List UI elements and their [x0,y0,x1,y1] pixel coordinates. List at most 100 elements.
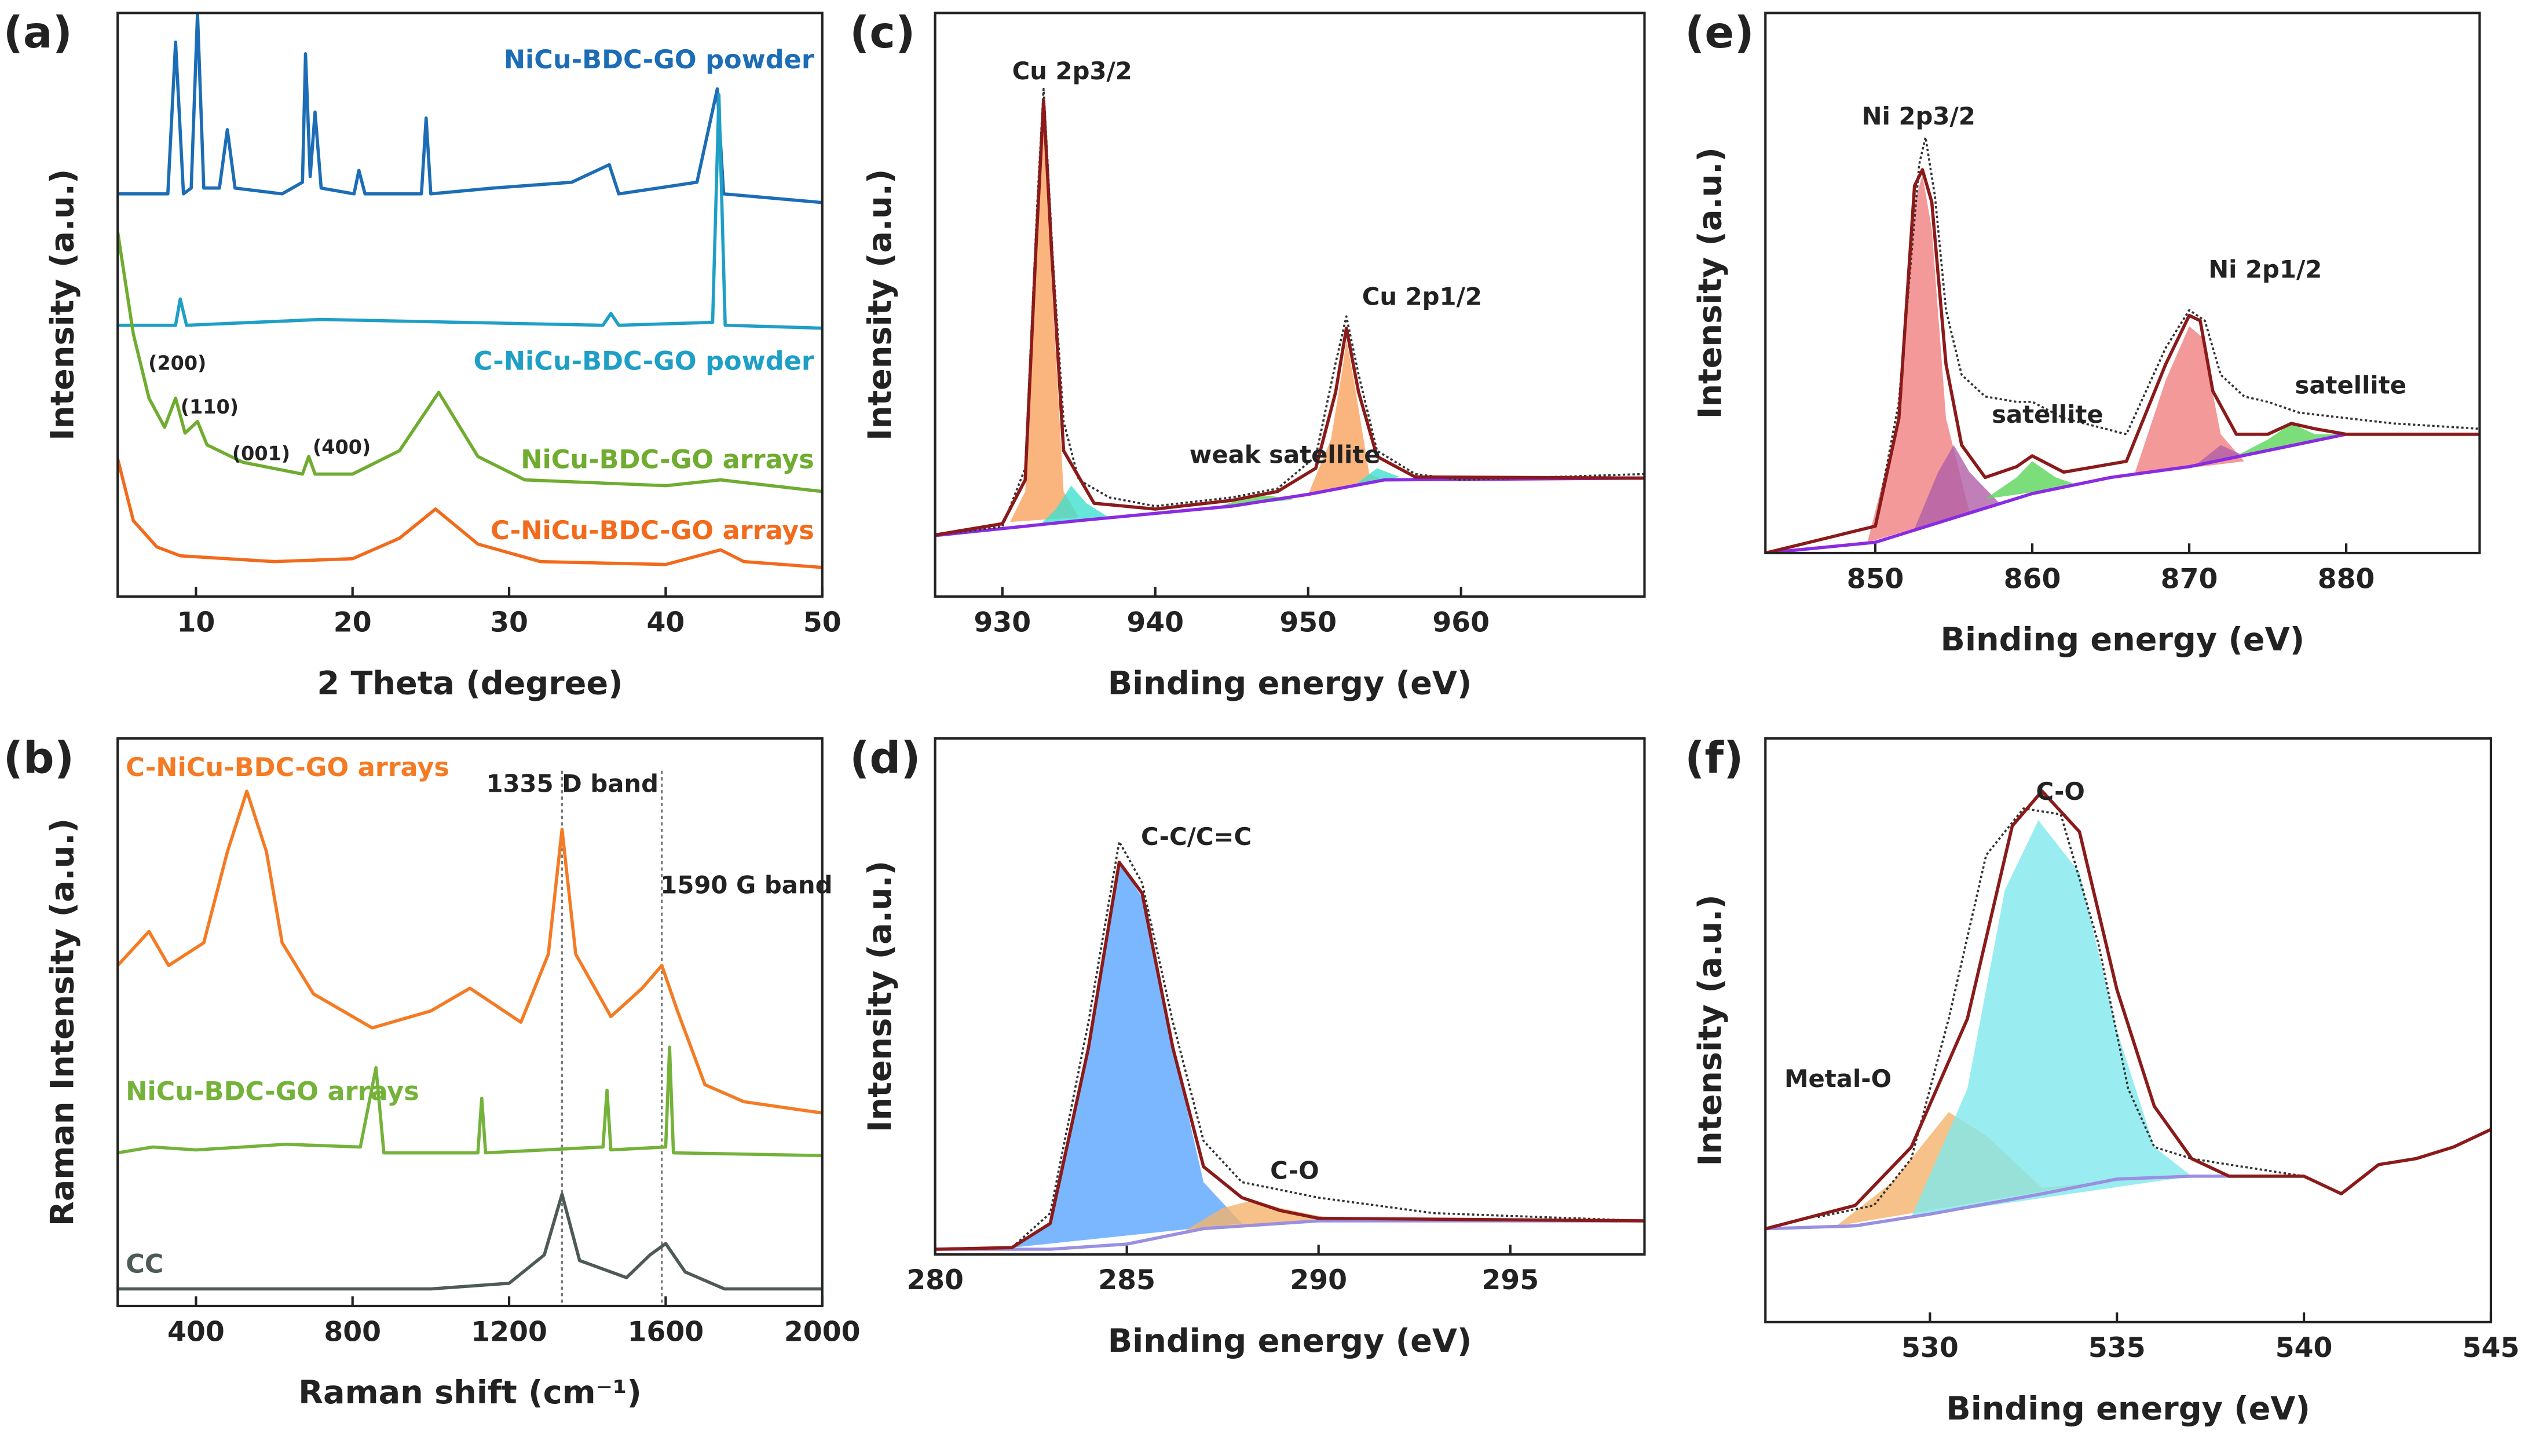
x-tick-label: 10 [177,606,215,638]
annotation: (110) [181,396,239,418]
annotation: Ni 2p3/2 [1862,102,1975,130]
series-label: C-NiCu-BDC-GO arrays [491,515,814,546]
annotation: (200) [148,352,206,375]
plot-area [935,840,1645,1251]
x-tick-label: 50 [803,606,842,638]
panel: 530 535 540 545 Metal-O C-O Binding energy (eV… [1685,733,2519,1428]
panel-label: (e) [1685,7,1754,58]
panel-label: (d) [850,733,921,784]
plot-frame [1764,737,2493,1323]
x-axis-title: Binding energy (eV) [1108,1322,1472,1360]
y-axis-title: Intensity (a.u.) [1692,147,1729,419]
y-axis-title: Intensity (a.u.) [861,169,899,441]
x-tick-label: 540 [2275,1332,2333,1364]
fit-component [1012,862,1242,1248]
x-tick-label: 850 [1847,563,1904,595]
x-tick-label: 960 [1432,606,1490,638]
panel-label: (a) [3,7,72,58]
x-tick-label: 950 [1279,606,1337,638]
x-axis-title: Binding energy (eV) [1941,621,2305,659]
fit-component [2197,445,2268,464]
raw-data-line [935,840,1645,1250]
series-line [1765,789,2491,1231]
fit-component [1308,339,1385,495]
fit-component [1010,112,1079,522]
fit-component [1040,485,1110,525]
plot-frame [934,737,1646,1256]
plot-area [118,789,822,1291]
annotation: satellite [2295,371,2407,400]
x-tick-label: 20 [334,606,372,638]
panel: 400 800 1200 1600 2000 C-NiCu-BDC-GO arrays Ni… [3,733,861,1412]
x-tick-label: 940 [1126,606,1184,638]
annotation: (001) [232,442,290,465]
fit-component [2236,423,2346,456]
panel: 930 940 950 960 Cu 2p3/2 Cu 2p1/2 weak satelli… [850,7,1646,702]
plot-area [118,13,822,569]
panel: 280 285 290 295 C-C/C=C C-O Binding energy (eV… [850,733,1646,1360]
x-tick-label: 2000 [784,1316,861,1348]
series-label: NiCu-BDC-GO arrays [521,444,814,474]
series-line [935,476,1645,537]
panel-label: (c) [850,7,915,58]
x-tick-label: 860 [2004,563,2061,595]
series-label: C-NiCu-BDC-GO powder [474,346,814,376]
series-line [118,1045,822,1158]
panel: 10 20 30 40 50 NiCu-BDC-GO powder C-NiCu-BDC-G… [3,7,842,703]
panel: 850 860 870 880 Ni 2p3/2 Ni 2p1/2 satellite sat… [1685,7,2481,659]
fit-component [1911,820,2192,1217]
series-line [1765,433,2480,553]
series-line [118,458,822,569]
fit-component [1353,468,1400,486]
annotation: C-O [1270,1156,1319,1184]
x-tick-label: 285 [1098,1264,1155,1296]
x-tick-label: 290 [1290,1264,1347,1296]
series-label: NiCu-BDC-GO powder [504,45,814,75]
x-tick-label: 40 [646,606,685,638]
x-tick-label: 530 [1901,1332,1959,1364]
plot-frame [1764,12,2481,555]
panel-label: (f) [1685,733,1743,784]
plot-frame [116,737,824,1308]
x-tick-label: 545 [2463,1332,2520,1364]
plot-area [1765,789,2491,1231]
x-tick-label: 930 [974,606,1031,638]
series-line [118,789,822,1115]
plot-frame [934,12,1646,598]
annotation: C-C/C=C [1141,822,1252,851]
annotation: Cu 2p3/2 [1012,57,1132,85]
panel-label: (b) [3,733,74,784]
x-tick-label: 1200 [471,1316,547,1348]
annotation: C-O [2036,777,2084,806]
annotation: satellite [1992,400,2103,429]
x-tick-label: 30 [490,606,528,638]
x-axis-title: Binding energy (eV) [1946,1390,2310,1428]
series-label: C-NiCu-BDC-GO arrays [126,752,449,782]
series-line [118,93,822,330]
series-line [935,861,1645,1251]
series-line [118,1192,822,1291]
series-line [118,13,822,204]
series-line [935,98,1645,537]
x-tick-label: 800 [324,1316,381,1348]
x-tick-label: 400 [167,1316,225,1348]
fit-component [1184,1200,1338,1231]
fit-component [1985,461,2080,499]
y-axis-title: Intensity (a.u.) [43,169,81,441]
series-line [1765,1175,2304,1231]
plot-area [935,87,1645,537]
x-tick-label: 535 [2088,1332,2146,1364]
series-label: CC [126,1249,163,1279]
y-axis-title: Intensity (a.u.) [861,861,899,1132]
y-axis-title: Raman Intensity (a.u.) [43,818,81,1226]
plot-area [1765,136,2480,553]
y-axis-title: Intensity (a.u.) [1692,894,1729,1166]
annotation: Cu 2p1/2 [1362,283,1482,311]
x-axis-title: 2 Theta (degree) [317,664,623,702]
annotation: 1590 G band [660,871,832,899]
annotation: 1335 D band [486,769,658,797]
raw-data-line [1765,136,2480,553]
x-tick-label: 295 [1481,1264,1539,1296]
